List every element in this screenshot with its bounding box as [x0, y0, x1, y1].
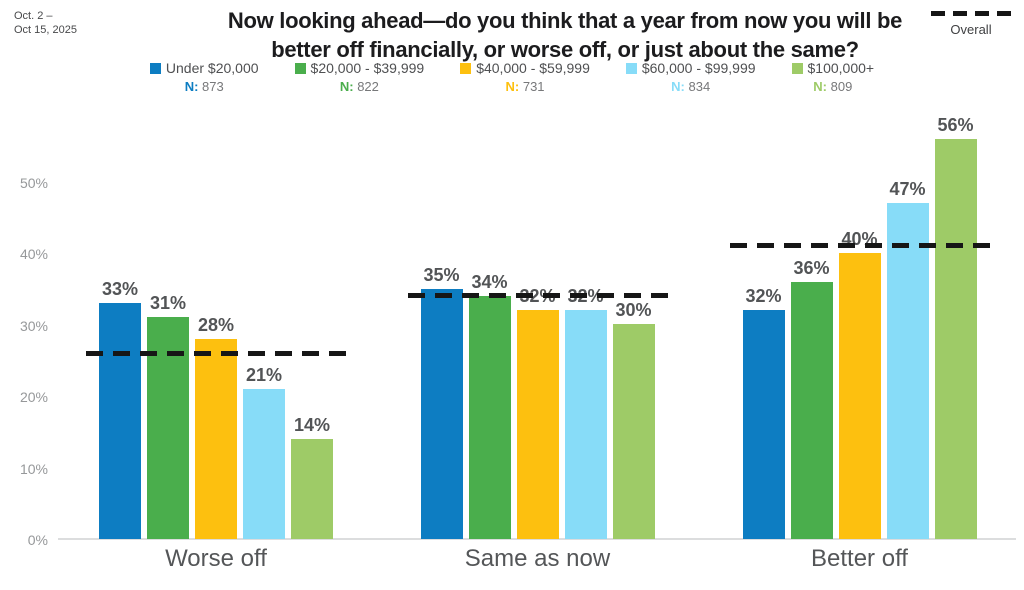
bar: 30%	[612, 300, 655, 539]
bar-value-label: 31%	[149, 293, 187, 313]
legend-n-prefix: N:	[813, 79, 827, 94]
legend-n-prefix: N:	[671, 79, 685, 94]
series-legend: Under $20,000 N: 873 $20,000 - $39,999 N: 8…	[0, 60, 1024, 94]
bar: 35%	[420, 265, 463, 539]
legend-series-label: $100,000+	[807, 60, 875, 76]
bar-group: 33% 31% 28% 21% 14%	[99, 279, 333, 539]
legend-n-value: 809	[827, 79, 853, 94]
legend-swatch-icon	[294, 62, 306, 74]
legend-item-row: $100,000+	[791, 60, 875, 76]
x-category-label: Same as now	[464, 545, 611, 572]
bar-value-label: 47%	[889, 179, 926, 199]
bar-value-label: 34%	[471, 272, 508, 292]
y-axis-tick-label: 10%	[19, 461, 48, 477]
overall-legend-label: Overall	[950, 22, 992, 37]
chart-title-line-2: better off financially, or worse off, or…	[271, 37, 859, 62]
bar: 47%	[886, 179, 929, 539]
bar-value-label: 33%	[101, 279, 139, 299]
legend-sample-size: N: 731	[460, 79, 590, 94]
bar-value-label: 30%	[615, 300, 652, 320]
bar-value-label: 14%	[293, 415, 331, 435]
legend-swatch-icon	[149, 62, 161, 74]
date-range-label: Oct. 2 – Oct 15, 2025	[14, 9, 77, 37]
legend-sample-size: N: 809	[792, 79, 875, 94]
legend-n-value: 731	[519, 79, 545, 94]
bar-value-label: 21%	[245, 365, 283, 385]
bar: 21%	[243, 365, 285, 539]
legend-item-row: $60,000 - $99,999	[625, 60, 756, 76]
legend-n-value: 873	[198, 79, 224, 94]
overall-dash-icon	[931, 11, 1011, 16]
bar: 28%	[195, 315, 237, 539]
chart-title-line-1: Now looking ahead—do you think that a ye…	[227, 8, 903, 33]
bar-value-label: 28%	[197, 315, 235, 335]
y-axis-tick-label: 50%	[19, 175, 48, 191]
legend-item-row: Under $20,000	[149, 60, 259, 76]
bar: 33%	[99, 279, 141, 539]
chart-title: Now looking ahead—do you think that a ye…	[115, 6, 1015, 64]
legend-item: $60,000 - $99,999 N: 834	[625, 60, 756, 94]
bar: 56%	[934, 115, 977, 539]
legend-series-label: $40,000 - $59,999	[476, 60, 590, 76]
legend-sample-size: N: 822	[295, 79, 425, 94]
bar: 34%	[468, 272, 511, 539]
y-axis-tick-label: 20%	[19, 389, 48, 405]
bar: 32%	[564, 286, 607, 539]
bar: 32%	[742, 286, 785, 539]
overall-dashed-line	[407, 293, 669, 298]
bar: 14%	[291, 415, 333, 539]
x-category-label: Worse off	[165, 545, 267, 572]
legend-item: Under $20,000 N: 873	[149, 60, 259, 94]
legend-n-prefix: N:	[339, 79, 354, 94]
legend-n-prefix: N:	[184, 79, 199, 94]
bar-group: 35% 34% 32%32% 30%	[420, 265, 655, 539]
legend-n-prefix: N:	[505, 79, 520, 94]
bar-value-label: 35%	[423, 265, 460, 285]
x-axis-baseline	[58, 538, 1016, 540]
bar: 36%	[790, 258, 833, 539]
overall-dashed-line	[729, 243, 991, 248]
legend-swatch-icon	[791, 62, 803, 74]
bar-value-label: 32%	[745, 286, 782, 306]
bar-value-label: 56%	[937, 115, 974, 135]
bar: 40%	[838, 229, 881, 539]
bar-group: 32% 36% 40% 47% 56%	[742, 115, 977, 539]
y-axis-tick-label: 0%	[27, 532, 48, 548]
legend-item-row: $40,000 - $59,999	[460, 60, 590, 76]
legend-sample-size: N: 834	[626, 79, 756, 94]
legend-series-label: $20,000 - $39,999	[310, 60, 425, 76]
legend-item: $20,000 - $39,999 N: 822	[294, 60, 425, 94]
overall-legend: Overall	[931, 11, 1011, 37]
x-category-label: Better off	[811, 545, 908, 572]
date-line-1: Oct. 2 –	[14, 10, 53, 22]
legend-series-label: $60,000 - $99,999	[641, 60, 756, 76]
legend-swatch-icon	[625, 62, 637, 74]
overall-dashed-line	[86, 351, 347, 356]
bar-value-label: 36%	[793, 258, 830, 278]
y-axis-tick-label: 30%	[19, 318, 48, 334]
legend-item: $100,000+ N: 809	[791, 60, 875, 94]
legend-n-value: 834	[684, 79, 711, 94]
date-line-2: Oct 15, 2025	[14, 24, 77, 36]
legend-n-value: 822	[353, 79, 379, 94]
legend-item: $40,000 - $59,999 N: 731	[460, 60, 590, 94]
legend-item-row: $20,000 - $39,999	[294, 60, 425, 76]
bar: 32%	[516, 286, 559, 539]
legend-swatch-icon	[460, 62, 472, 74]
legend-sample-size: N: 873	[150, 79, 259, 94]
legend-series-label: Under $20,000	[165, 60, 259, 76]
y-axis-tick-label: 40%	[19, 246, 48, 262]
